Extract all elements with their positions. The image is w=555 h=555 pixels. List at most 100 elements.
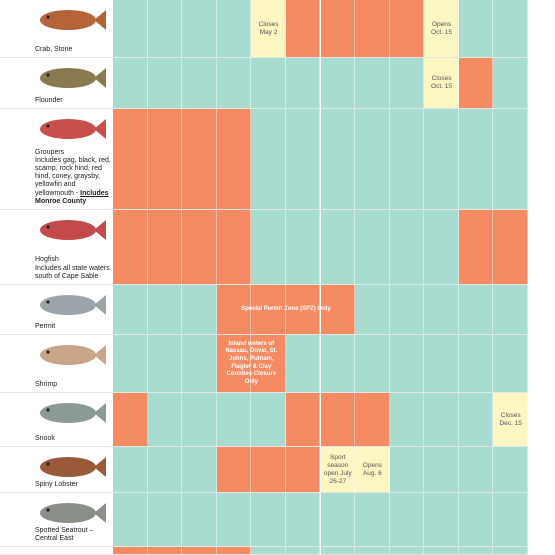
fish-eye	[46, 350, 50, 354]
month-cell	[458, 210, 494, 284]
season-note: Closes Oct. 15	[431, 75, 453, 90]
month-cell	[182, 58, 217, 108]
month-cell	[389, 210, 425, 284]
species-illustration	[40, 10, 106, 30]
fish-tail	[94, 403, 106, 423]
fish-tail	[94, 457, 106, 477]
month-cell	[285, 58, 321, 108]
month-cell	[113, 0, 148, 57]
month-cell	[320, 210, 356, 284]
month-cell	[285, 109, 321, 209]
month-cell	[389, 493, 425, 546]
month-cell	[147, 285, 183, 334]
month-cell	[493, 547, 528, 554]
month-cell	[493, 58, 528, 108]
species-label: Permit	[0, 285, 113, 334]
species-label: Spiny Lobster	[0, 447, 113, 492]
species-label: Flounder	[0, 58, 113, 108]
month-cell	[251, 109, 286, 209]
season-note: Opens Oct. 15	[431, 20, 453, 36]
season-note: Special Permit Zone (SPZ) Only	[241, 305, 331, 312]
month-cell	[493, 493, 528, 546]
fish-body	[40, 220, 96, 240]
month-cell	[493, 447, 528, 492]
species-description: Includes gag, black, red, scamp, rock hi…	[35, 156, 111, 197]
month-cell	[182, 547, 217, 554]
fish-tail	[94, 68, 106, 88]
month-cell	[320, 109, 356, 209]
species-label: Crab, Stone	[0, 0, 113, 57]
fish-eye	[46, 508, 50, 512]
month-cell	[147, 335, 183, 392]
month-cell	[113, 547, 148, 554]
month-cell	[355, 109, 390, 209]
month-cell	[424, 547, 459, 554]
month-cell	[216, 58, 252, 108]
fish-body	[40, 403, 96, 423]
month-cell	[216, 109, 252, 209]
month-cell	[320, 58, 356, 108]
calendar-row: Flounder Closes Oct. 15	[0, 58, 528, 109]
month-cell	[251, 547, 286, 554]
calendar-row: Spotted Seatrout – Central East	[0, 493, 528, 547]
month-cell	[251, 0, 286, 57]
month-cell	[285, 285, 321, 334]
month-cell	[493, 393, 528, 446]
species-illustration	[40, 457, 106, 477]
month-cell	[216, 210, 252, 284]
month-cell	[389, 0, 425, 57]
month-cell	[285, 547, 321, 554]
month-cell	[216, 493, 252, 546]
month-cell	[320, 285, 356, 334]
species-illustration	[40, 68, 106, 88]
calendar-row: Spiny Lobster Sport season open July 26-2…	[0, 447, 528, 493]
fish-eye	[46, 225, 50, 229]
month-cell	[355, 0, 390, 57]
month-cell	[424, 109, 459, 209]
month-cell	[251, 210, 286, 284]
species-name: Spotted Seatrout – Central East	[35, 527, 111, 543]
month-cell	[113, 58, 148, 108]
calendar-row: Shrimp Inland waters of Nassau, Duval, St…	[0, 335, 528, 393]
species-illustration	[40, 220, 106, 240]
species-name: Flounder	[35, 97, 111, 105]
month-cell	[458, 547, 494, 554]
species-title: Groupers	[35, 148, 65, 156]
fish-eye	[46, 462, 50, 466]
month-cell	[182, 493, 217, 546]
month-cell	[458, 0, 494, 57]
month-cell	[182, 285, 217, 334]
month-cell	[182, 210, 217, 284]
month-cell	[147, 447, 183, 492]
month-cell	[424, 0, 459, 57]
month-cell	[251, 447, 286, 492]
fish-eye	[46, 408, 50, 412]
species-label: Spotted Seatrout – Central East	[0, 493, 113, 546]
month-cell	[216, 547, 252, 554]
season-note: Opens Aug. 6	[362, 461, 382, 477]
fish-body	[40, 503, 96, 523]
month-cell	[113, 393, 148, 446]
fish-tail	[94, 345, 106, 365]
month-cell	[493, 285, 528, 334]
species-name: Permit	[35, 323, 111, 331]
fish-tail	[94, 503, 106, 523]
month-cell	[285, 0, 321, 57]
month-cell	[285, 447, 321, 492]
species-illustration	[40, 119, 106, 139]
calendar-row: Crab, Stone Closes May 2 Opens Oct. 15	[0, 0, 528, 58]
month-cell	[182, 393, 217, 446]
month-cell	[113, 285, 148, 334]
month-cell	[389, 547, 425, 554]
month-cell	[216, 393, 252, 446]
month-cell	[493, 0, 528, 57]
season-note: Inland waters of Nassau, Duval, St. John…	[225, 340, 278, 385]
calendar-row	[0, 547, 528, 555]
species-illustration	[40, 503, 106, 523]
species-name: Snook	[35, 435, 111, 443]
species-label: Groupers Includes gag, black, red, scamp,…	[0, 109, 113, 209]
species-name: Shrimp	[35, 381, 111, 389]
month-cell	[182, 0, 217, 57]
month-cell	[355, 393, 390, 446]
fish-tail	[94, 119, 106, 139]
